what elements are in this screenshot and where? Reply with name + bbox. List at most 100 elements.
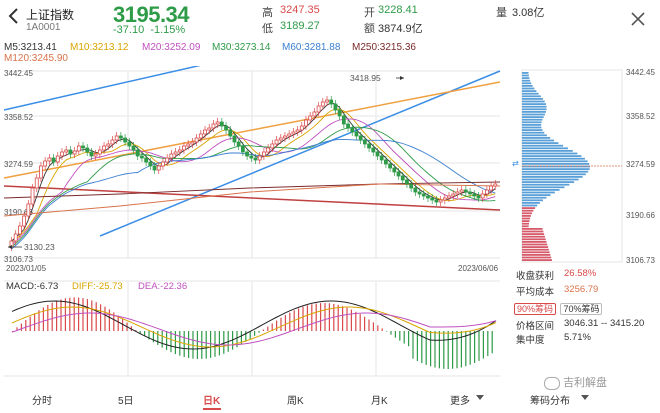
- candle: [118, 135, 123, 139]
- dea-label: DEA:-22.36: [138, 281, 187, 292]
- candle: [266, 147, 271, 153]
- chip-bar: [522, 228, 543, 230]
- macd-bar: [298, 308, 300, 331]
- chip-bar: [522, 142, 559, 144]
- macd-bar: [372, 322, 374, 331]
- macd-bar: [320, 303, 322, 331]
- macd-bar: [438, 331, 440, 369]
- macd-bar: [381, 328, 383, 331]
- tab-weekly-k[interactable]: 周K: [287, 396, 304, 407]
- y-axis-label: 3358.52: [4, 113, 33, 122]
- candle: [236, 141, 241, 147]
- candle: [337, 109, 342, 117]
- macd-bar: [412, 331, 414, 359]
- candle: [211, 123, 216, 129]
- candle: [316, 105, 321, 113]
- macd-bar: [161, 331, 163, 348]
- chip-bar: [522, 116, 544, 118]
- cost-value: 3256.79: [564, 284, 599, 295]
- macd-bar: [34, 313, 36, 331]
- chip-bar: [522, 87, 535, 90]
- kline-chart[interactable]: 3442.45 3358.52 3274.59 3190.66 3106.73 3418…: [0, 66, 505, 384]
- macd-bar: [276, 320, 278, 331]
- macd-bar: [364, 316, 366, 331]
- macd-bar: [16, 327, 18, 331]
- chip-bar: [522, 118, 543, 121]
- chip-bar: [522, 199, 543, 202]
- macd-bar: [60, 299, 62, 331]
- macd-bar: [100, 304, 102, 331]
- macd-bar: [408, 331, 410, 347]
- ma20-label: M20:3252.09: [142, 42, 201, 53]
- macd-bar: [355, 311, 357, 331]
- expand-icon[interactable]: ⇄: [512, 159, 519, 168]
- candle: [169, 153, 174, 159]
- macd-bar: [95, 302, 97, 331]
- macd-bar: [166, 331, 168, 351]
- macd-bar: [342, 306, 344, 331]
- tab-5day[interactable]: 5日: [118, 396, 134, 407]
- candle: [320, 101, 325, 107]
- y-axis-label: 3442.45: [4, 69, 33, 78]
- candle: [43, 160, 48, 167]
- chip-bar: [522, 212, 532, 215]
- chip-bar: [522, 191, 555, 194]
- candle: [257, 155, 262, 161]
- chip-bar: [522, 235, 545, 238]
- chip-bar: [522, 181, 575, 183]
- ma250-line: [3, 181, 501, 199]
- chip-bar: [522, 147, 568, 150]
- macd-bar: [170, 331, 172, 353]
- chip-90-button[interactable]: 90%筹码: [514, 303, 557, 315]
- chip-bar: [522, 222, 530, 225]
- tab-chip-distribution[interactable]: 筹码分布: [530, 396, 570, 407]
- macd-bar: [56, 300, 58, 331]
- chip-bar: [522, 225, 529, 228]
- candle: [346, 123, 350, 129]
- macd-bar: [306, 305, 308, 331]
- macd-bar: [240, 331, 242, 345]
- change-percent: -1.15%: [150, 24, 186, 36]
- tab-more[interactable]: 更多: [450, 396, 470, 407]
- y-axis-label: 3274.59: [4, 160, 33, 169]
- macd-bar: [430, 331, 432, 367]
- macd-bar: [399, 331, 401, 341]
- chip-bar: [522, 176, 583, 178]
- chip-y-label: 3274.59: [626, 160, 655, 169]
- candle: [34, 177, 39, 189]
- tab-daily-k[interactable]: 日K: [203, 396, 221, 407]
- macd-bar: [78, 297, 80, 331]
- candle: [308, 115, 313, 121]
- chip-bar: [522, 165, 590, 168]
- chip-bar: [522, 241, 547, 243]
- macd-bar: [289, 312, 291, 331]
- tab-intraday[interactable]: 分时: [32, 396, 52, 407]
- ma-line: [11, 138, 496, 250]
- chip-distribution-chart[interactable]: 3442.45 3358.52 3274.59 3190.66 3106.73 ⇄: [512, 66, 660, 266]
- macd-bar: [425, 331, 427, 365]
- ma-line: [11, 118, 496, 246]
- chip-bar: [522, 209, 534, 212]
- candle: [299, 125, 304, 131]
- chip-buttons: 90%筹码 70%筹码: [514, 299, 603, 317]
- close-icon[interactable]: [631, 12, 645, 26]
- chip-bar: [522, 243, 548, 246]
- candle: [451, 193, 456, 197]
- date-end: 2023/06/06: [458, 264, 499, 273]
- candle: [400, 175, 405, 181]
- candle: [215, 121, 220, 125]
- candle: [97, 149, 102, 155]
- chip-70-button[interactable]: 70%筹码: [560, 303, 603, 315]
- current-price: 3195.34: [113, 2, 190, 27]
- candle: [367, 143, 371, 149]
- chip-bar: [522, 254, 551, 256]
- candle: [249, 155, 254, 159]
- tab-monthly-k[interactable]: 月K: [371, 396, 388, 407]
- chip-bar: [522, 178, 579, 181]
- back-arrow-icon[interactable]: [6, 6, 24, 26]
- candle: [388, 163, 393, 169]
- candle: [190, 141, 195, 145]
- candle: [81, 145, 85, 149]
- macd-bar: [157, 331, 159, 346]
- candle: [489, 185, 493, 191]
